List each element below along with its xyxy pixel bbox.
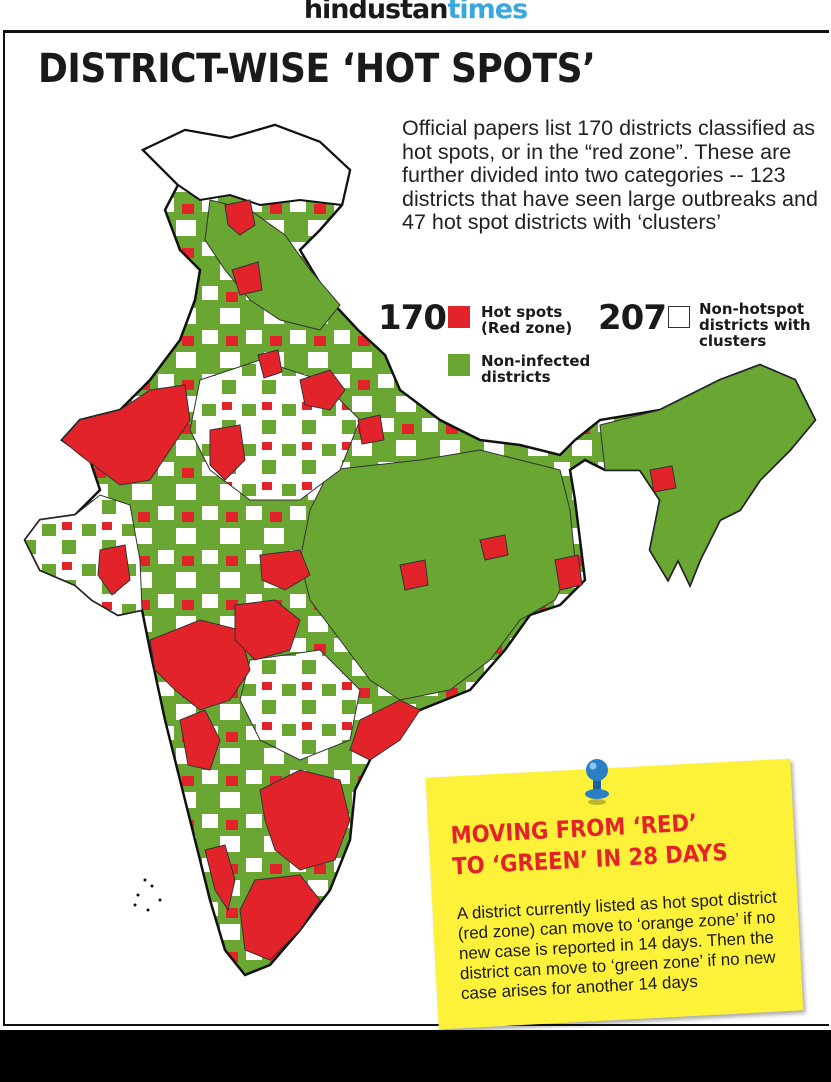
hotspot-andhra-coast <box>349 699 421 761</box>
pushpin-icon <box>585 759 609 805</box>
clusters-label-line1: Non-hotspot <box>699 300 805 318</box>
hotspot-maharashtra <box>149 619 251 711</box>
hotspot-bihar <box>479 534 509 561</box>
hotspot-count: 170 <box>378 298 447 338</box>
masthead: hindustantimes <box>0 0 831 30</box>
brand-logo-part1: hindustan <box>303 0 449 25</box>
hotspot-delhi <box>257 349 283 379</box>
green-region-northeast <box>599 364 816 587</box>
hotspot-label: Hot spots (Red zone) <box>481 304 572 336</box>
clusters-label: Non-hotspot districts with clusters <box>699 301 811 349</box>
hotspot-uttarakhand <box>224 199 256 236</box>
hotspot-up <box>299 369 346 411</box>
noninfected-label-line2: districts <box>481 368 551 386</box>
intro-text: Official papers list 170 districts class… <box>402 116 818 234</box>
note-body: A district currently listed as hot spot … <box>456 887 778 1004</box>
clusters-count: 207 <box>598 298 667 338</box>
content-frame <box>3 30 829 1026</box>
hotspot-rajasthan-east <box>209 424 246 481</box>
green-region-east <box>299 449 576 701</box>
clusters-label-line3: clusters <box>699 332 767 350</box>
hotspot-kerala <box>204 844 236 912</box>
brand-logo-part2: times <box>447 0 528 25</box>
hotspot-karnataka <box>179 709 221 771</box>
jammu-kashmir-region <box>141 123 352 207</box>
hotspot-label-line1: Hot spots <box>481 303 563 321</box>
note-heading: MOVING FROM ‘RED’ TO ‘GREEN’ IN 28 DAYS <box>450 806 728 882</box>
hotspot-mp <box>259 549 311 591</box>
hotspot-northeast <box>649 465 677 493</box>
hotspot-maharashtra-east <box>234 599 301 661</box>
hotspot-rajasthan-west <box>61 384 191 486</box>
hotspot-bengal <box>554 554 583 591</box>
india-district-map <box>23 123 817 977</box>
clusters-label-line2: districts with <box>699 316 811 334</box>
hotspot-gujarat <box>97 544 131 596</box>
hotspot-jharkhand <box>399 559 429 591</box>
lakshadweep-islands <box>133 878 162 912</box>
hotspot-haryana <box>231 261 263 296</box>
hotspot-tamilnadu <box>239 874 321 961</box>
clusters-swatch <box>668 306 690 328</box>
hotspot-andhra <box>259 769 351 871</box>
hotspot-label-line2: (Red zone) <box>481 319 573 337</box>
noninfected-label-line1: Non-infected <box>481 352 591 370</box>
white-region-deccan <box>239 649 361 761</box>
noninfected-label: Non-infected districts <box>481 353 590 385</box>
noninfected-swatch <box>448 354 470 376</box>
hotspot-swatch <box>448 306 470 328</box>
page-title: DISTRICT-WISE ‘HOT SPOTS’ <box>38 46 596 92</box>
hotspot-up-east <box>357 414 385 445</box>
